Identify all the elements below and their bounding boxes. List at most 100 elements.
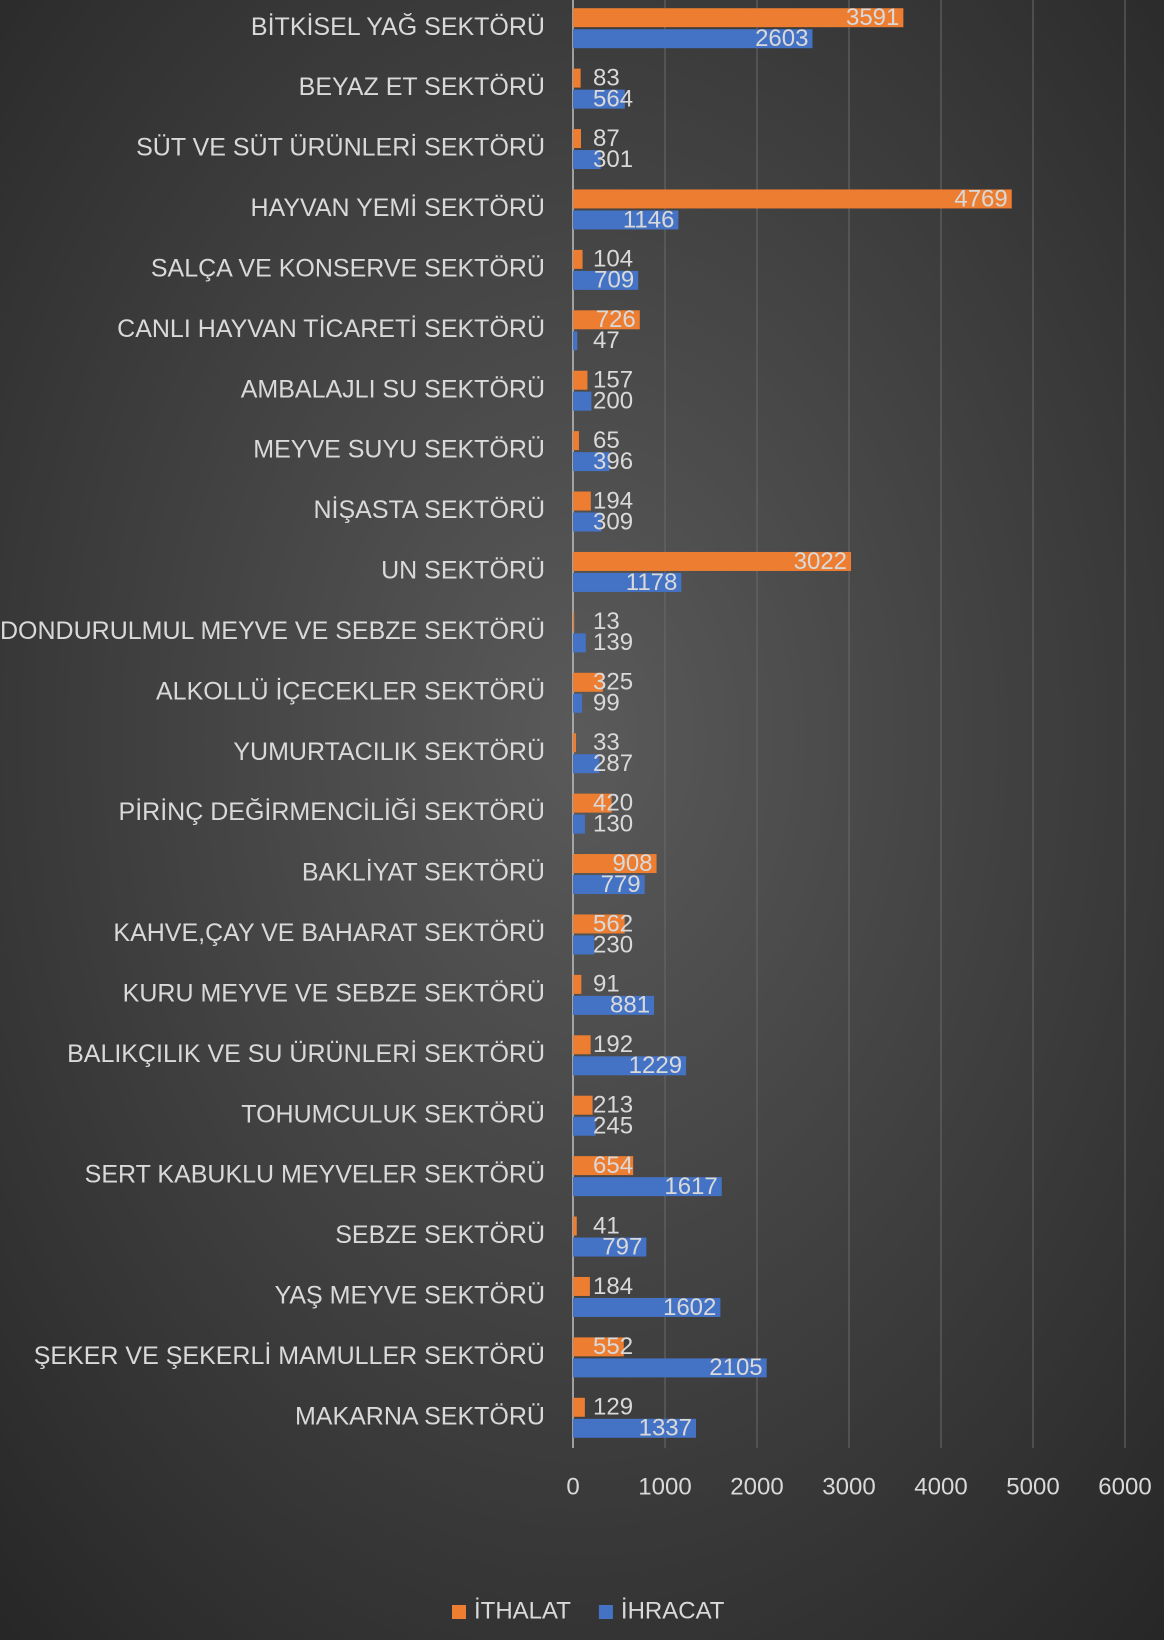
data-label: 325 [593, 669, 633, 696]
bar [573, 89, 625, 109]
data-label: 91 [593, 971, 620, 998]
y-tick-label: SÜT VE SÜT ÜRÜNLERİ SEKTÖRÜ [136, 133, 545, 162]
y-tick-label: PİRİNÇ DEĞİRMENCİLİĞİ SEKTÖRÜ [119, 797, 545, 826]
data-label: 1146 [623, 206, 675, 233]
data-label: 245 [593, 1113, 633, 1140]
bar [573, 733, 577, 753]
bar [573, 1216, 577, 1236]
y-tick-label: SALÇA VE KONSERVE SEKTÖRÜ [151, 254, 545, 282]
legend-swatch [452, 1605, 466, 1619]
y-tick-label: NİŞASTA SEKTÖRÜ [313, 495, 545, 524]
y-tick-label: BAKLİYAT SEKTÖRÜ [302, 858, 545, 887]
x-tick-label: 4000 [914, 1473, 967, 1500]
data-label: 2603 [755, 25, 808, 52]
data-label: 139 [593, 629, 633, 656]
data-label: 709 [594, 267, 634, 294]
x-tick-label: 3000 [822, 1473, 875, 1500]
data-label: 396 [593, 448, 633, 475]
bar [573, 995, 655, 1015]
x-tick-label: 6000 [1098, 1473, 1151, 1500]
data-label: 1337 [639, 1415, 692, 1442]
bar [573, 693, 583, 713]
bar [573, 1116, 596, 1136]
bar [573, 1276, 590, 1296]
data-label: 654 [593, 1152, 633, 1179]
data-label: 3022 [794, 548, 847, 575]
legend-label: İHRACAT [621, 1597, 725, 1624]
y-tick-label: CANLI HAYVAN TİCARETİ SEKTÖRÜ [117, 314, 545, 343]
data-label: 797 [602, 1233, 642, 1260]
bar [573, 1397, 585, 1417]
data-label: 1617 [664, 1173, 717, 1200]
y-tick-label: KURU MEYVE VE SEBZE SEKTÖRÜ [123, 979, 545, 1007]
bar [573, 249, 583, 269]
y-tick-label: UN SEKTÖRÜ [381, 557, 545, 585]
bar [573, 754, 600, 774]
bar [573, 1056, 687, 1076]
data-label: 41 [593, 1212, 620, 1239]
bar [573, 1237, 647, 1257]
data-label: 301 [593, 146, 633, 173]
data-label: 908 [612, 850, 652, 877]
x-tick-label: 1000 [638, 1473, 691, 1500]
y-tick-label: BEYAZ ET SEKTÖRÜ [299, 73, 545, 101]
bar [573, 491, 591, 511]
data-label: 33 [593, 729, 620, 756]
bar [573, 310, 640, 330]
data-label: 564 [593, 85, 633, 112]
y-tick-label: HAYVAN YEMİ SEKTÖRÜ [250, 193, 545, 222]
bar [573, 1337, 624, 1357]
bar [573, 1358, 767, 1378]
bar [573, 210, 679, 230]
bar [573, 974, 582, 994]
data-label: 104 [593, 246, 633, 273]
y-tick-label: MAKARNA SEKTÖRÜ [295, 1402, 545, 1430]
bar [573, 854, 657, 874]
data-label: 1178 [626, 569, 678, 596]
data-label: 87 [593, 125, 620, 152]
data-label: 309 [593, 508, 633, 535]
data-label: 1602 [663, 1294, 716, 1321]
legend-swatch [598, 1605, 613, 1619]
data-label: 2105 [709, 1354, 762, 1381]
bar [573, 875, 645, 895]
data-label: 881 [610, 992, 650, 1019]
y-tick-label: ŞEKER VE ŞEKERLİ MAMULLER SEKTÖRÜ [34, 1341, 545, 1370]
bar [573, 29, 813, 49]
data-label: 129 [593, 1394, 633, 1421]
y-tick-label: MEYVE SUYU SEKTÖRÜ [253, 436, 545, 464]
bar [573, 612, 575, 632]
bar [573, 793, 612, 813]
bar [573, 189, 1012, 209]
y-tick-label: SERT KABUKLU MEYVELER SEKTÖRÜ [85, 1161, 545, 1189]
data-label: 1229 [629, 1052, 682, 1079]
bar [573, 452, 610, 472]
bar [573, 431, 579, 451]
data-label: 562 [593, 910, 633, 937]
bar [573, 331, 578, 351]
x-tick-label: 5000 [1006, 1473, 1059, 1500]
y-tick-label: BİTKİSEL YAĞ SEKTÖRÜ [251, 12, 545, 41]
data-label: 200 [593, 388, 633, 415]
data-label: 552 [593, 1333, 633, 1360]
bar [573, 672, 603, 692]
bar [573, 814, 585, 834]
y-tick-label: YAŞ MEYVE SEKTÖRÜ [275, 1282, 545, 1310]
bar [573, 150, 601, 170]
y-tick-label: BALIKÇILIK VE SU ÜRÜNLERİ SEKTÖRÜ [67, 1039, 545, 1068]
data-label: 83 [593, 64, 620, 91]
y-tick-label: DONDURULMUL MEYVE VE SEBZE SEKTÖRÜ [0, 617, 545, 645]
legend-label: İTHALAT [474, 1597, 571, 1624]
data-label: 65 [593, 427, 620, 454]
data-label: 726 [596, 306, 636, 333]
data-label: 194 [593, 487, 633, 514]
bar [573, 8, 904, 28]
bar [573, 1035, 591, 1055]
y-tick-label: KAHVE,ÇAY VE BAHARAT SEKTÖRÜ [113, 919, 545, 947]
y-tick-label: ALKOLLÜ İÇECEKLER SEKTÖRÜ [156, 676, 545, 705]
bar [573, 935, 595, 955]
data-label: 230 [593, 931, 633, 958]
data-label: 779 [601, 871, 641, 898]
y-tick-label: TOHUMCULUK SEKTÖRÜ [241, 1100, 545, 1128]
